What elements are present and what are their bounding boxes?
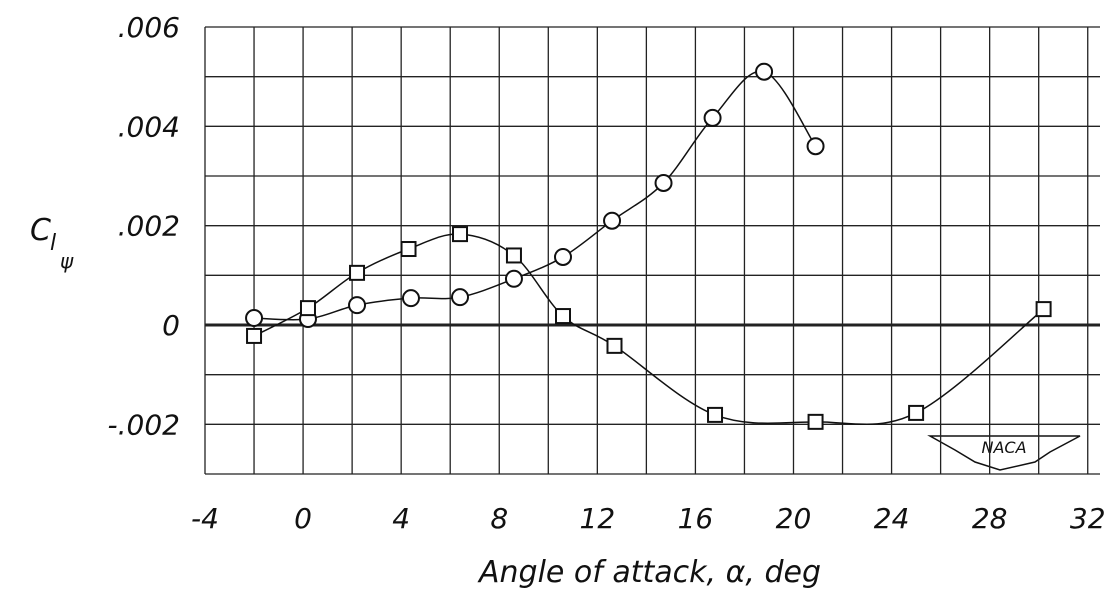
- x-tick-label: 12: [580, 502, 616, 535]
- circle-marker: [245, 309, 264, 328]
- square-marker: [452, 226, 469, 243]
- square-marker: [807, 413, 824, 430]
- y-tick-label: .002: [118, 210, 180, 243]
- y-tick-label: .006: [118, 11, 180, 44]
- logo: NACA: [927, 435, 1081, 471]
- circle-marker: [603, 211, 622, 230]
- square-marker: [1035, 301, 1052, 318]
- x-axis-label: Angle of attack, α, deg: [477, 555, 821, 590]
- circle-marker: [755, 62, 774, 81]
- logo-text: NACA: [981, 438, 1026, 457]
- circle-marker: [401, 289, 420, 308]
- y-axis-label-subsub: ψ: [60, 249, 74, 273]
- y-tick-label: .004: [118, 110, 180, 143]
- square-marker: [606, 337, 623, 354]
- circle-marker: [554, 247, 572, 266]
- x-tick-label: 28: [972, 502, 1008, 535]
- x-tick-label: -4: [191, 502, 219, 535]
- y-tick-label: 0: [162, 309, 180, 342]
- y-tick-label: -.002: [108, 408, 180, 441]
- square-marker: [707, 406, 724, 423]
- curve: [254, 70, 817, 321]
- circle-marker: [504, 269, 523, 288]
- x-tick-label: 4: [392, 502, 410, 535]
- x-tick-label: 8: [490, 502, 508, 535]
- square-marker: [555, 308, 571, 325]
- square-marker: [400, 241, 417, 258]
- x-tick-label: 24: [874, 502, 910, 535]
- x-tick-label: 0: [294, 502, 312, 535]
- x-tick-label: 20: [776, 502, 812, 535]
- square-marker: [505, 247, 522, 264]
- x-tick-label: 16: [678, 502, 714, 535]
- square-marker: [246, 327, 263, 344]
- square-marker: [349, 264, 366, 281]
- circle-marker: [703, 108, 722, 127]
- circle-marker: [348, 296, 367, 315]
- square-marker: [908, 404, 925, 421]
- circle-marker: [654, 173, 673, 192]
- square-marker: [299, 300, 316, 317]
- y-axis-label: C: [30, 213, 51, 248]
- circle-marker: [451, 288, 470, 307]
- y-axis-label-sub: l: [50, 231, 56, 256]
- circle-marker: [806, 137, 825, 156]
- curve: [253, 233, 1045, 426]
- x-tick-label: 32: [1070, 502, 1106, 535]
